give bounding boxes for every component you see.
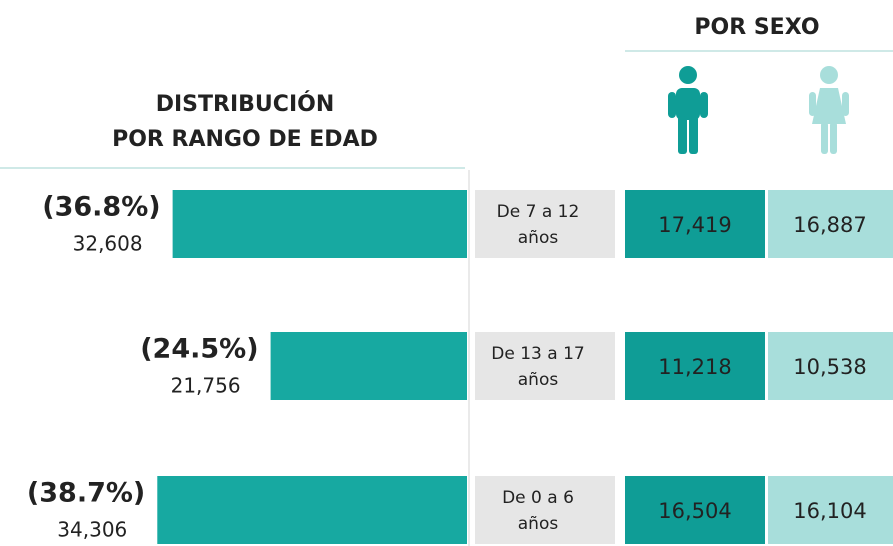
category-label: De 0 a 6 xyxy=(502,488,574,508)
sex-cell xyxy=(625,332,765,400)
category-label: De 7 a 12 xyxy=(497,202,580,222)
sex-cell xyxy=(768,190,893,258)
category-cell xyxy=(475,190,615,258)
title-line: DISTRIBUCIÓN xyxy=(156,91,335,117)
sex-value: 11,218 xyxy=(658,355,731,379)
sex-cell xyxy=(625,476,765,544)
value-label: 21,756 xyxy=(171,374,241,398)
sex-value: 17,419 xyxy=(658,213,731,237)
sex-value: 16,104 xyxy=(793,499,866,523)
sex-value: 16,887 xyxy=(793,213,866,237)
value-label: 34,306 xyxy=(57,518,127,542)
female-icon xyxy=(809,66,849,154)
category-cell xyxy=(475,476,615,544)
bar xyxy=(157,476,467,544)
bar xyxy=(270,332,467,400)
percent-label: (38.7%) xyxy=(27,478,145,509)
category-label: años xyxy=(518,228,559,248)
percent-label: (24.5%) xyxy=(140,334,258,365)
sex-cell xyxy=(768,332,893,400)
category-cell xyxy=(475,332,615,400)
male-icon xyxy=(668,66,708,154)
sex-value: 16,504 xyxy=(658,499,731,523)
sex-title: POR SEXO xyxy=(694,15,819,40)
category-label: años xyxy=(518,370,559,390)
category-label: De 13 a 17 xyxy=(491,344,584,364)
bar xyxy=(172,190,467,258)
value-label: 32,608 xyxy=(73,232,143,256)
title-line: POR RANGO DE EDAD xyxy=(112,127,378,152)
percent-label: (36.8%) xyxy=(42,192,160,223)
sex-cell xyxy=(625,190,765,258)
sex-value: 10,538 xyxy=(793,355,866,379)
sex-cell xyxy=(768,476,893,544)
category-label: años xyxy=(518,514,559,534)
